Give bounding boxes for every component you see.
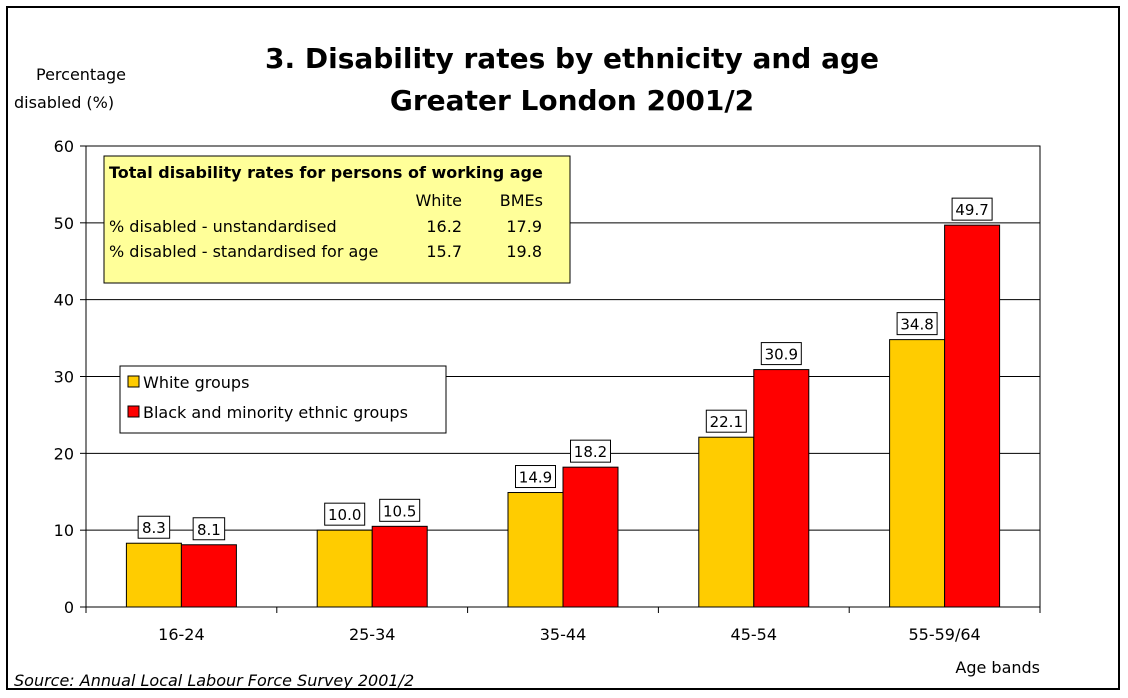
data-label-box [570, 439, 611, 463]
x-tick-label: 16-24 [158, 625, 205, 644]
y-tick-label: 20 [54, 444, 74, 463]
data-label-box [324, 502, 366, 526]
inset-row2-bmes: 19.8 [506, 242, 542, 261]
inset-row2-label: % disabled - standardised for age [109, 242, 378, 261]
data-labels: 8.3 8.1 10.0 10.5 14.9 18.2 22.1 30.9 34.8 49.7 [137, 197, 993, 541]
data-label-box [951, 197, 993, 221]
y-tick-label: 60 [54, 137, 74, 156]
y-tick-label: 0 [64, 598, 74, 617]
x-axis-ticks: 16-24 25-34 35-44 45-54 55-59/64 [85, 607, 1041, 644]
legend-swatch-white [127, 375, 140, 388]
bar-white [698, 436, 755, 608]
data-label: 8.1 [197, 521, 221, 539]
bars [125, 224, 1001, 608]
inset-table: Total disability rates for persons of wo… [103, 155, 571, 284]
data-label: 10.0 [328, 506, 361, 524]
data-label: 8.3 [142, 519, 166, 537]
inset-table-title: Total disability rates for persons of wo… [109, 163, 543, 182]
legend-box [119, 365, 447, 434]
data-label-box [379, 498, 421, 522]
data-label-box [192, 517, 226, 541]
bar-bme [371, 525, 428, 608]
y-tick-label: 50 [54, 214, 74, 233]
inset-col-white: White [415, 191, 462, 210]
x-tick-label: 25-34 [349, 625, 396, 644]
y-axis-label-line2: disabled (%) [14, 93, 114, 112]
y-axis-label-line1: Percentage [36, 65, 126, 84]
bar-white [507, 492, 564, 608]
data-label: 18.2 [574, 443, 607, 461]
y-tick-label: 40 [54, 291, 74, 310]
data-label-box [760, 342, 802, 366]
data-label-box [515, 465, 556, 489]
bar-bme [753, 369, 810, 608]
inset-row1-bmes: 17.9 [506, 217, 542, 236]
bar-bme [944, 224, 1001, 608]
inset-row2-white: 15.7 [426, 242, 462, 261]
data-label-box [896, 312, 938, 336]
data-label: 10.5 [383, 502, 416, 520]
bar-white [125, 542, 182, 608]
data-label: 14.9 [519, 469, 552, 487]
inset-row1-label: % disabled - unstandardised [109, 217, 337, 236]
data-label: 30.9 [765, 346, 798, 364]
data-label-box [705, 409, 747, 433]
bar-white [316, 529, 373, 608]
legend-swatch-bme [127, 405, 140, 418]
legend-label-bme: Black and minority ethnic groups [143, 403, 408, 422]
data-label: 34.8 [900, 316, 933, 334]
x-tick-label: 55-59/64 [908, 625, 980, 644]
y-axis-ticks: 0 10 20 30 40 50 60 [54, 137, 86, 617]
bar-bme [562, 466, 619, 608]
x-tick-label: 45-54 [731, 625, 778, 644]
legend-label-white: White groups [143, 373, 249, 392]
legend: White groups Black and minority ethnic g… [119, 365, 447, 434]
inset-row1-white: 16.2 [426, 217, 462, 236]
x-axis-label: Age bands [955, 658, 1040, 677]
source-note: Source: Annual Local Labour Force Survey… [14, 671, 414, 690]
y-tick-label: 10 [54, 521, 74, 540]
inset-table-box [103, 155, 571, 284]
chart-title-line2: Greater London 2001/2 [390, 84, 754, 117]
inset-col-bmes: BMEs [500, 191, 543, 210]
data-label: 22.1 [710, 413, 743, 431]
chart-title-line1: 3. Disability rates by ethnicity and age [265, 42, 879, 75]
y-tick-label: 30 [54, 368, 74, 387]
data-label-box [137, 515, 171, 539]
bar-bme [180, 544, 237, 608]
data-label: 49.7 [955, 201, 988, 219]
bar-white [889, 339, 946, 608]
x-tick-label: 35-44 [540, 625, 587, 644]
